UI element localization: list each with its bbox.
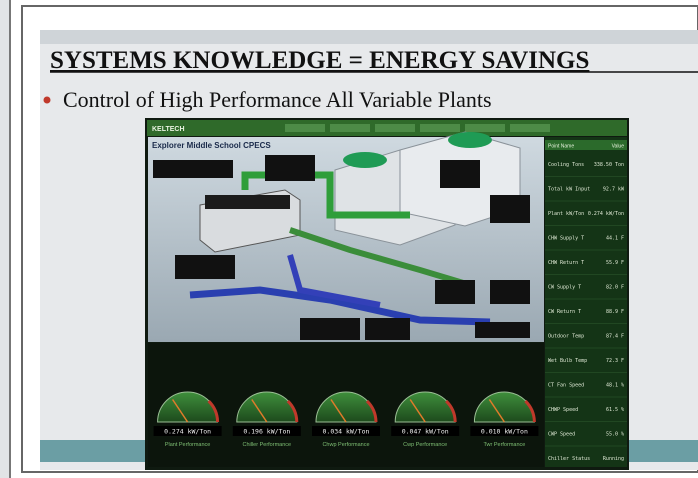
menu-item[interactable] [285, 124, 325, 132]
point-name: CHW Return T [548, 260, 584, 266]
brand: KELTECH [152, 126, 185, 133]
gauge-value: 0.047 kW/Ton [402, 428, 449, 436]
point-value: 88.9 F [606, 309, 624, 315]
point-name: CHWP Speed [548, 407, 578, 413]
point-name: Cooling Tons [548, 162, 584, 168]
point-name: CWP Speed [548, 432, 575, 438]
gauge-label: Plant Performance [165, 442, 211, 448]
point-value: 0.274 kW/Ton [588, 211, 624, 217]
info-box [365, 318, 410, 340]
point-name: Chiller Status [548, 456, 590, 462]
slide-title: SYSTEMS KNOWLEDGE = ENERGY SAVINGS [50, 47, 589, 74]
point-value: 61.5 % [606, 407, 624, 413]
info-box [265, 155, 315, 181]
info-box [490, 195, 530, 223]
info-box [175, 255, 235, 279]
slide-screenshot: SYSTEMS KNOWLEDGE = ENERGY SAVINGS Contr… [0, 0, 698, 478]
point-name: Total kW Input [548, 187, 590, 193]
info-box [475, 322, 530, 338]
menu-item[interactable] [375, 124, 415, 132]
gauge-value: 0.034 kW/Ton [323, 428, 370, 436]
bullet-text: Control of High Performance All Variable… [63, 87, 492, 112]
gauge-value: 0.010 kW/Ton [481, 428, 528, 436]
point-value: 72.3 F [606, 358, 624, 364]
point-value: Running [603, 456, 624, 462]
prev-slide-edge [0, 0, 10, 478]
point-name: CHW Supply T [548, 236, 584, 242]
slide: SYSTEMS KNOWLEDGE = ENERGY SAVINGS Contr… [40, 30, 698, 471]
gauge-label: Chiller Performance [242, 442, 291, 448]
menu-item[interactable] [330, 124, 370, 132]
point-name: Outdoor Temp [548, 334, 584, 340]
gauge-label: Chwp Performance [322, 442, 369, 448]
bullet-dot [44, 97, 51, 104]
point-value: 44.1 F [606, 236, 624, 242]
point-value: 55.9 F [606, 260, 624, 266]
point-value: 92.7 kW [603, 187, 625, 193]
point-name: Plant kW/Ton [548, 211, 584, 217]
panel-header: Value [612, 144, 625, 150]
point-value: 82.0 F [606, 285, 624, 291]
point-name: CW Supply T [548, 285, 581, 291]
menu-item[interactable] [510, 124, 550, 132]
menu-item[interactable] [420, 124, 460, 132]
point-value: 338.50 Ton [594, 162, 624, 168]
info-box [435, 280, 475, 304]
info-box [153, 160, 233, 178]
gauge-label: Twr Performance [483, 442, 525, 448]
tower-fan [448, 132, 492, 148]
scada-screen: KELTECH Explorer Middle School CPECS [145, 118, 629, 471]
tower-fan [343, 152, 387, 168]
point-value: 55.0 % [606, 432, 624, 438]
gauge-value: 0.196 kW/Ton [243, 428, 290, 436]
gauge-value: 0.274 kW/Ton [164, 428, 211, 436]
point-value: 87.4 F [606, 334, 624, 340]
info-box [490, 280, 530, 304]
info-box [440, 160, 480, 188]
chiller-compressors [205, 195, 290, 209]
point-name: Wet Bulb Temp [548, 358, 587, 364]
plant-heading: Explorer Middle School CPECS [152, 141, 271, 150]
panel-header: Point Name [548, 144, 574, 150]
menu-item[interactable] [465, 124, 505, 132]
info-box [300, 318, 360, 340]
point-name: CW Return T [548, 309, 581, 315]
gauge-label: Cwp Performance [403, 442, 447, 448]
point-value: 48.1 % [606, 383, 624, 389]
slide-top-band [40, 30, 698, 44]
point-name: CT Fan Speed [548, 383, 584, 389]
